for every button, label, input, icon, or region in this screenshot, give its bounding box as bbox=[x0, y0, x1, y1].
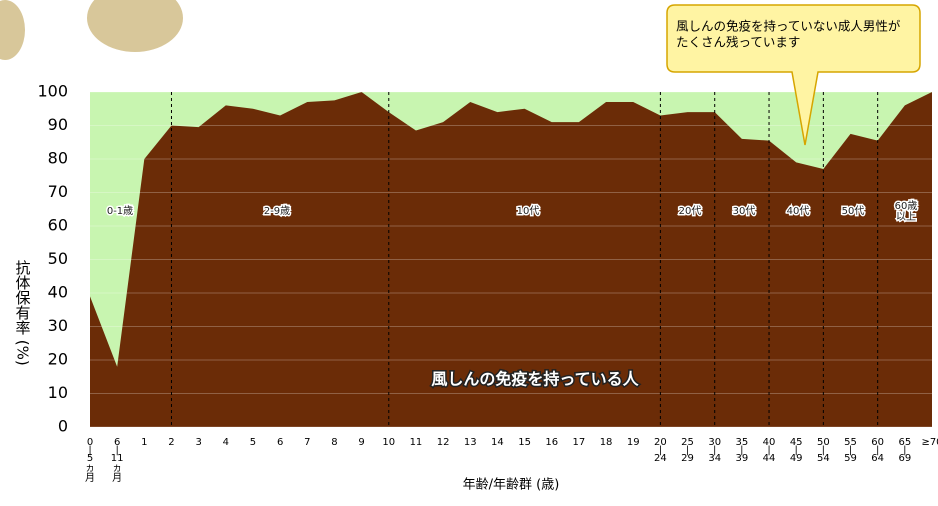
x-tick-label: 30 | 34 bbox=[708, 437, 721, 464]
y-tick-label: 10 bbox=[48, 383, 68, 402]
y-tick-label: 0 bbox=[58, 417, 68, 436]
x-tick-label: 50 | 54 bbox=[817, 437, 830, 464]
x-tick-label: 6 | 11 ヵ月 bbox=[111, 437, 124, 484]
x-tick-label: 6 bbox=[277, 437, 283, 448]
callout-text: 風しんの免疫を持っていない成人男性が bbox=[676, 19, 901, 34]
x-tick-label: 19 bbox=[627, 437, 640, 448]
x-tick-label: 1 bbox=[141, 437, 147, 448]
group-label: 2-9歳 bbox=[264, 205, 290, 217]
group-label: 20代 bbox=[679, 205, 702, 217]
x-axis-label: 年齢/年齢群 (歳) bbox=[463, 478, 560, 493]
group-label: 0-1歳 bbox=[107, 205, 133, 217]
x-tick-label: 65 | 69 bbox=[898, 437, 911, 464]
x-tick-label: 18 bbox=[600, 437, 613, 448]
y-tick-label: 60 bbox=[48, 216, 68, 235]
x-tick-label: 20 | 24 bbox=[654, 437, 667, 464]
x-tick-label: 0 | 5 ヵ月 bbox=[85, 437, 95, 484]
callout-text: たくさん残っています bbox=[676, 35, 800, 50]
x-tick-label: 13 bbox=[464, 437, 477, 448]
y-tick-label: 50 bbox=[48, 249, 68, 268]
group-label: 40代 bbox=[787, 205, 810, 217]
x-tick-label: 10 bbox=[382, 437, 395, 448]
x-tick-label: 7 bbox=[304, 437, 310, 448]
x-tick-label: 45 | 49 bbox=[790, 437, 803, 464]
x-tick-label: 5 bbox=[250, 437, 256, 448]
x-tick-label: 25 | 29 bbox=[681, 437, 694, 464]
legend-label: 風しんの免疫を持っている人 bbox=[431, 370, 639, 389]
area bbox=[90, 92, 932, 427]
y-axis-label: 抗体保有率 (%) bbox=[14, 260, 32, 366]
group-label: 30代 bbox=[733, 205, 756, 217]
y-tick-label: 90 bbox=[48, 115, 68, 134]
x-tick-label: 14 bbox=[491, 437, 504, 448]
group-label: 60歳以上 bbox=[895, 200, 918, 223]
x-tick-label: 12 bbox=[437, 437, 450, 448]
y-tick-label: 30 bbox=[48, 316, 68, 335]
x-tick-label: 40 | 44 bbox=[763, 437, 776, 464]
x-tick-label: 9 bbox=[358, 437, 364, 448]
decoration bbox=[0, 0, 25, 60]
x-tick-label: 16 bbox=[545, 437, 558, 448]
x-tick-label: 3 bbox=[195, 437, 201, 448]
x-tick-label: 60 | 64 bbox=[871, 437, 884, 464]
group-label: 10代 bbox=[517, 205, 540, 217]
y-tick-label: 20 bbox=[48, 350, 68, 369]
x-tick-label: 4 bbox=[223, 437, 229, 448]
y-tick-label: 70 bbox=[48, 182, 68, 201]
decoration bbox=[87, 0, 183, 52]
x-tick-label: 15 bbox=[518, 437, 531, 448]
x-tick-label: 17 bbox=[573, 437, 586, 448]
y-tick-label: 80 bbox=[48, 149, 68, 168]
x-tick-label: 35 | 39 bbox=[736, 437, 749, 464]
x-tick-label: 11 bbox=[410, 437, 423, 448]
x-tick-label: ≥70 bbox=[921, 437, 938, 448]
group-label: 50代 bbox=[842, 205, 865, 217]
x-tick-label: 2 bbox=[168, 437, 174, 448]
y-tick-label: 40 bbox=[48, 283, 68, 302]
callout-box bbox=[666, 4, 921, 146]
x-tick-label: 8 bbox=[331, 437, 337, 448]
y-tick-label: 100 bbox=[37, 82, 68, 101]
x-tick-label: 55 | 59 bbox=[844, 437, 857, 464]
